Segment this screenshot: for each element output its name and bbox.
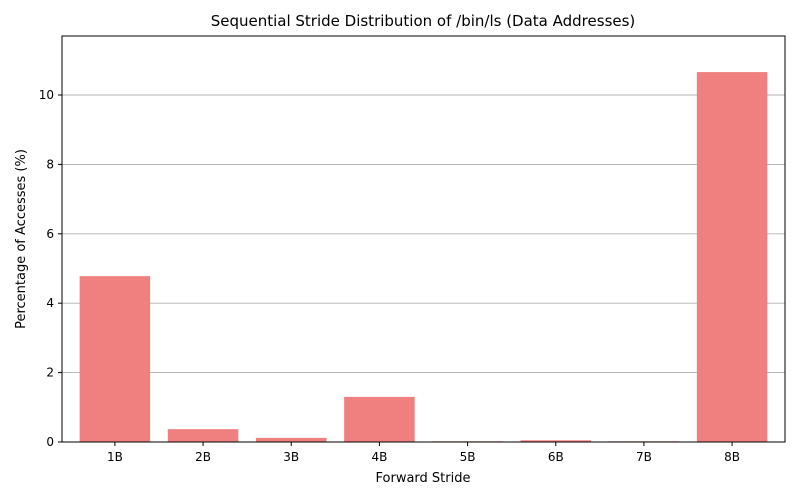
x-tick-label: 8B bbox=[724, 450, 740, 464]
x-axis-label: Forward Stride bbox=[376, 471, 471, 486]
y-tick-label: 4 bbox=[46, 296, 54, 310]
bar-1B bbox=[79, 276, 151, 442]
y-tick-label: 6 bbox=[46, 227, 54, 241]
plot-frame bbox=[61, 35, 786, 443]
bar-6B bbox=[520, 440, 592, 442]
x-tick-label: 3B bbox=[283, 450, 299, 464]
y-tick-label: 10 bbox=[39, 88, 54, 102]
bar-3B bbox=[255, 437, 327, 442]
x-tick-label: 1B bbox=[107, 450, 123, 464]
y-tick-label: 2 bbox=[46, 366, 54, 380]
bar-2B bbox=[167, 429, 239, 442]
x-tick-label: 6B bbox=[548, 450, 564, 464]
y-axis-label: Percentage of Accesses (%) bbox=[14, 149, 29, 329]
x-tick-label: 5B bbox=[460, 450, 476, 464]
x-tick-label: 7B bbox=[636, 450, 652, 464]
bars bbox=[79, 72, 768, 442]
y-tick-label: 8 bbox=[46, 157, 54, 171]
chart-title: Sequential Stride Distribution of /bin/l… bbox=[211, 12, 636, 30]
axes: 1B 2B 3B 4B 5B 6B 7B 8B 0 2 4 6 8 10 bbox=[39, 35, 786, 464]
bar-8B bbox=[696, 72, 768, 442]
bar-4B bbox=[344, 396, 415, 442]
x-tick-label: 4B bbox=[371, 450, 387, 464]
gridlines bbox=[62, 94, 785, 443]
y-tick-label: 0 bbox=[46, 435, 54, 449]
x-tick-label: 2B bbox=[195, 450, 211, 464]
